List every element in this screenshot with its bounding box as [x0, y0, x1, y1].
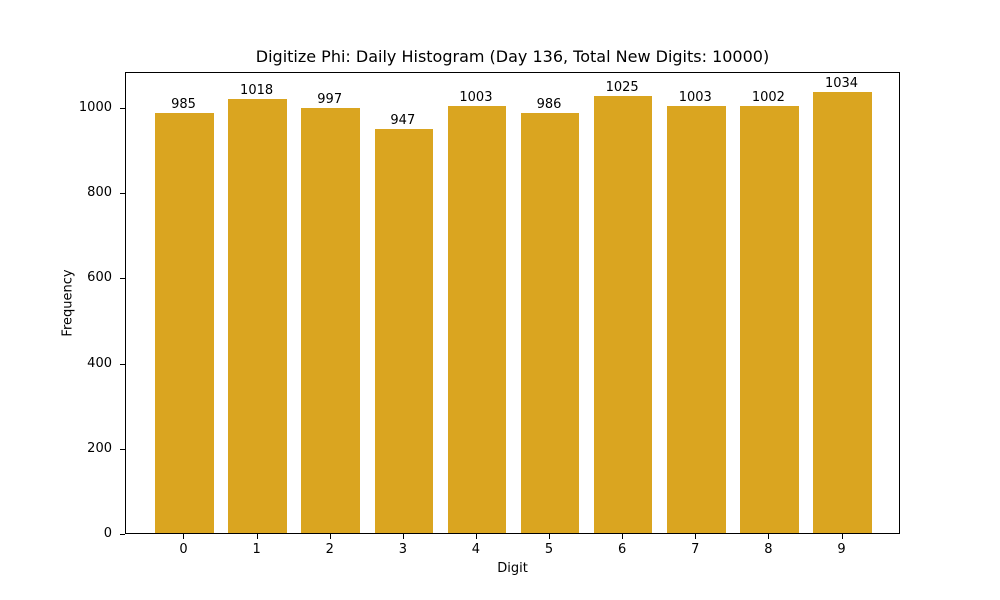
x-tick-mark	[768, 534, 770, 539]
x-tick-mark	[841, 534, 843, 539]
y-tick-mark	[120, 363, 125, 365]
x-tick-label: 9	[837, 542, 846, 557]
y-tick-mark	[120, 448, 125, 450]
bar-digit-3	[374, 129, 434, 533]
x-tick-mark	[183, 534, 185, 539]
x-tick-mark	[402, 534, 404, 539]
x-tick-label: 3	[398, 542, 407, 557]
x-tick-mark	[622, 534, 624, 539]
x-tick-mark	[475, 534, 477, 539]
bar-digit-7	[667, 105, 726, 533]
bar-digit-4	[447, 105, 507, 533]
x-tick-mark	[549, 534, 551, 539]
bar-digit-5	[520, 112, 580, 533]
x-tick-mark	[695, 534, 697, 539]
x-tick-label: 8	[764, 542, 773, 557]
bar-value-label: 1034	[824, 76, 859, 92]
bar-digit-0	[155, 113, 214, 533]
bar-value-label: 1003	[459, 89, 493, 105]
bar-value-label: 1025	[605, 80, 639, 96]
bar-value-label: 1018	[240, 83, 274, 99]
y-tick-label: 800	[87, 185, 112, 201]
bar-value-label: 947	[390, 113, 416, 129]
y-tick-mark	[120, 193, 125, 195]
bar-digit-1	[228, 99, 287, 533]
y-tick-label: 200	[87, 440, 112, 456]
x-tick-mark	[256, 534, 258, 539]
x-tick-label: 2	[325, 542, 334, 557]
y-tick-label: 400	[87, 355, 112, 371]
bar-digit-8	[740, 105, 799, 533]
x-tick-mark	[329, 534, 331, 539]
x-axis-label: Digit	[497, 561, 528, 576]
bar-value-label: 997	[317, 92, 343, 108]
bar-value-label: 986	[536, 96, 562, 112]
plot-area	[125, 72, 900, 534]
y-tick-label: 0	[103, 526, 112, 541]
chart-title: Digitize Phi: Daily Histogram (Day 136, …	[255, 47, 770, 66]
y-tick-mark	[120, 534, 125, 535]
bar-value-label: 1002	[751, 89, 785, 105]
x-tick-label: 7	[691, 542, 700, 557]
x-tick-label: 5	[544, 542, 554, 557]
y-tick-label: 1000	[78, 99, 112, 115]
y-tick-label: 600	[87, 270, 112, 286]
y-tick-mark	[120, 107, 125, 109]
bar-digit-9	[813, 92, 872, 533]
bar-digit-6	[593, 96, 653, 533]
bar-value-label: 985	[171, 97, 196, 113]
y-tick-mark	[120, 278, 125, 280]
x-tick-label: 6	[618, 542, 627, 557]
x-tick-label: 1	[252, 542, 261, 557]
x-tick-label: 4	[471, 542, 481, 557]
x-tick-label: 0	[179, 542, 188, 557]
bar-value-label: 1003	[678, 89, 712, 105]
bar-digit-2	[301, 108, 360, 533]
